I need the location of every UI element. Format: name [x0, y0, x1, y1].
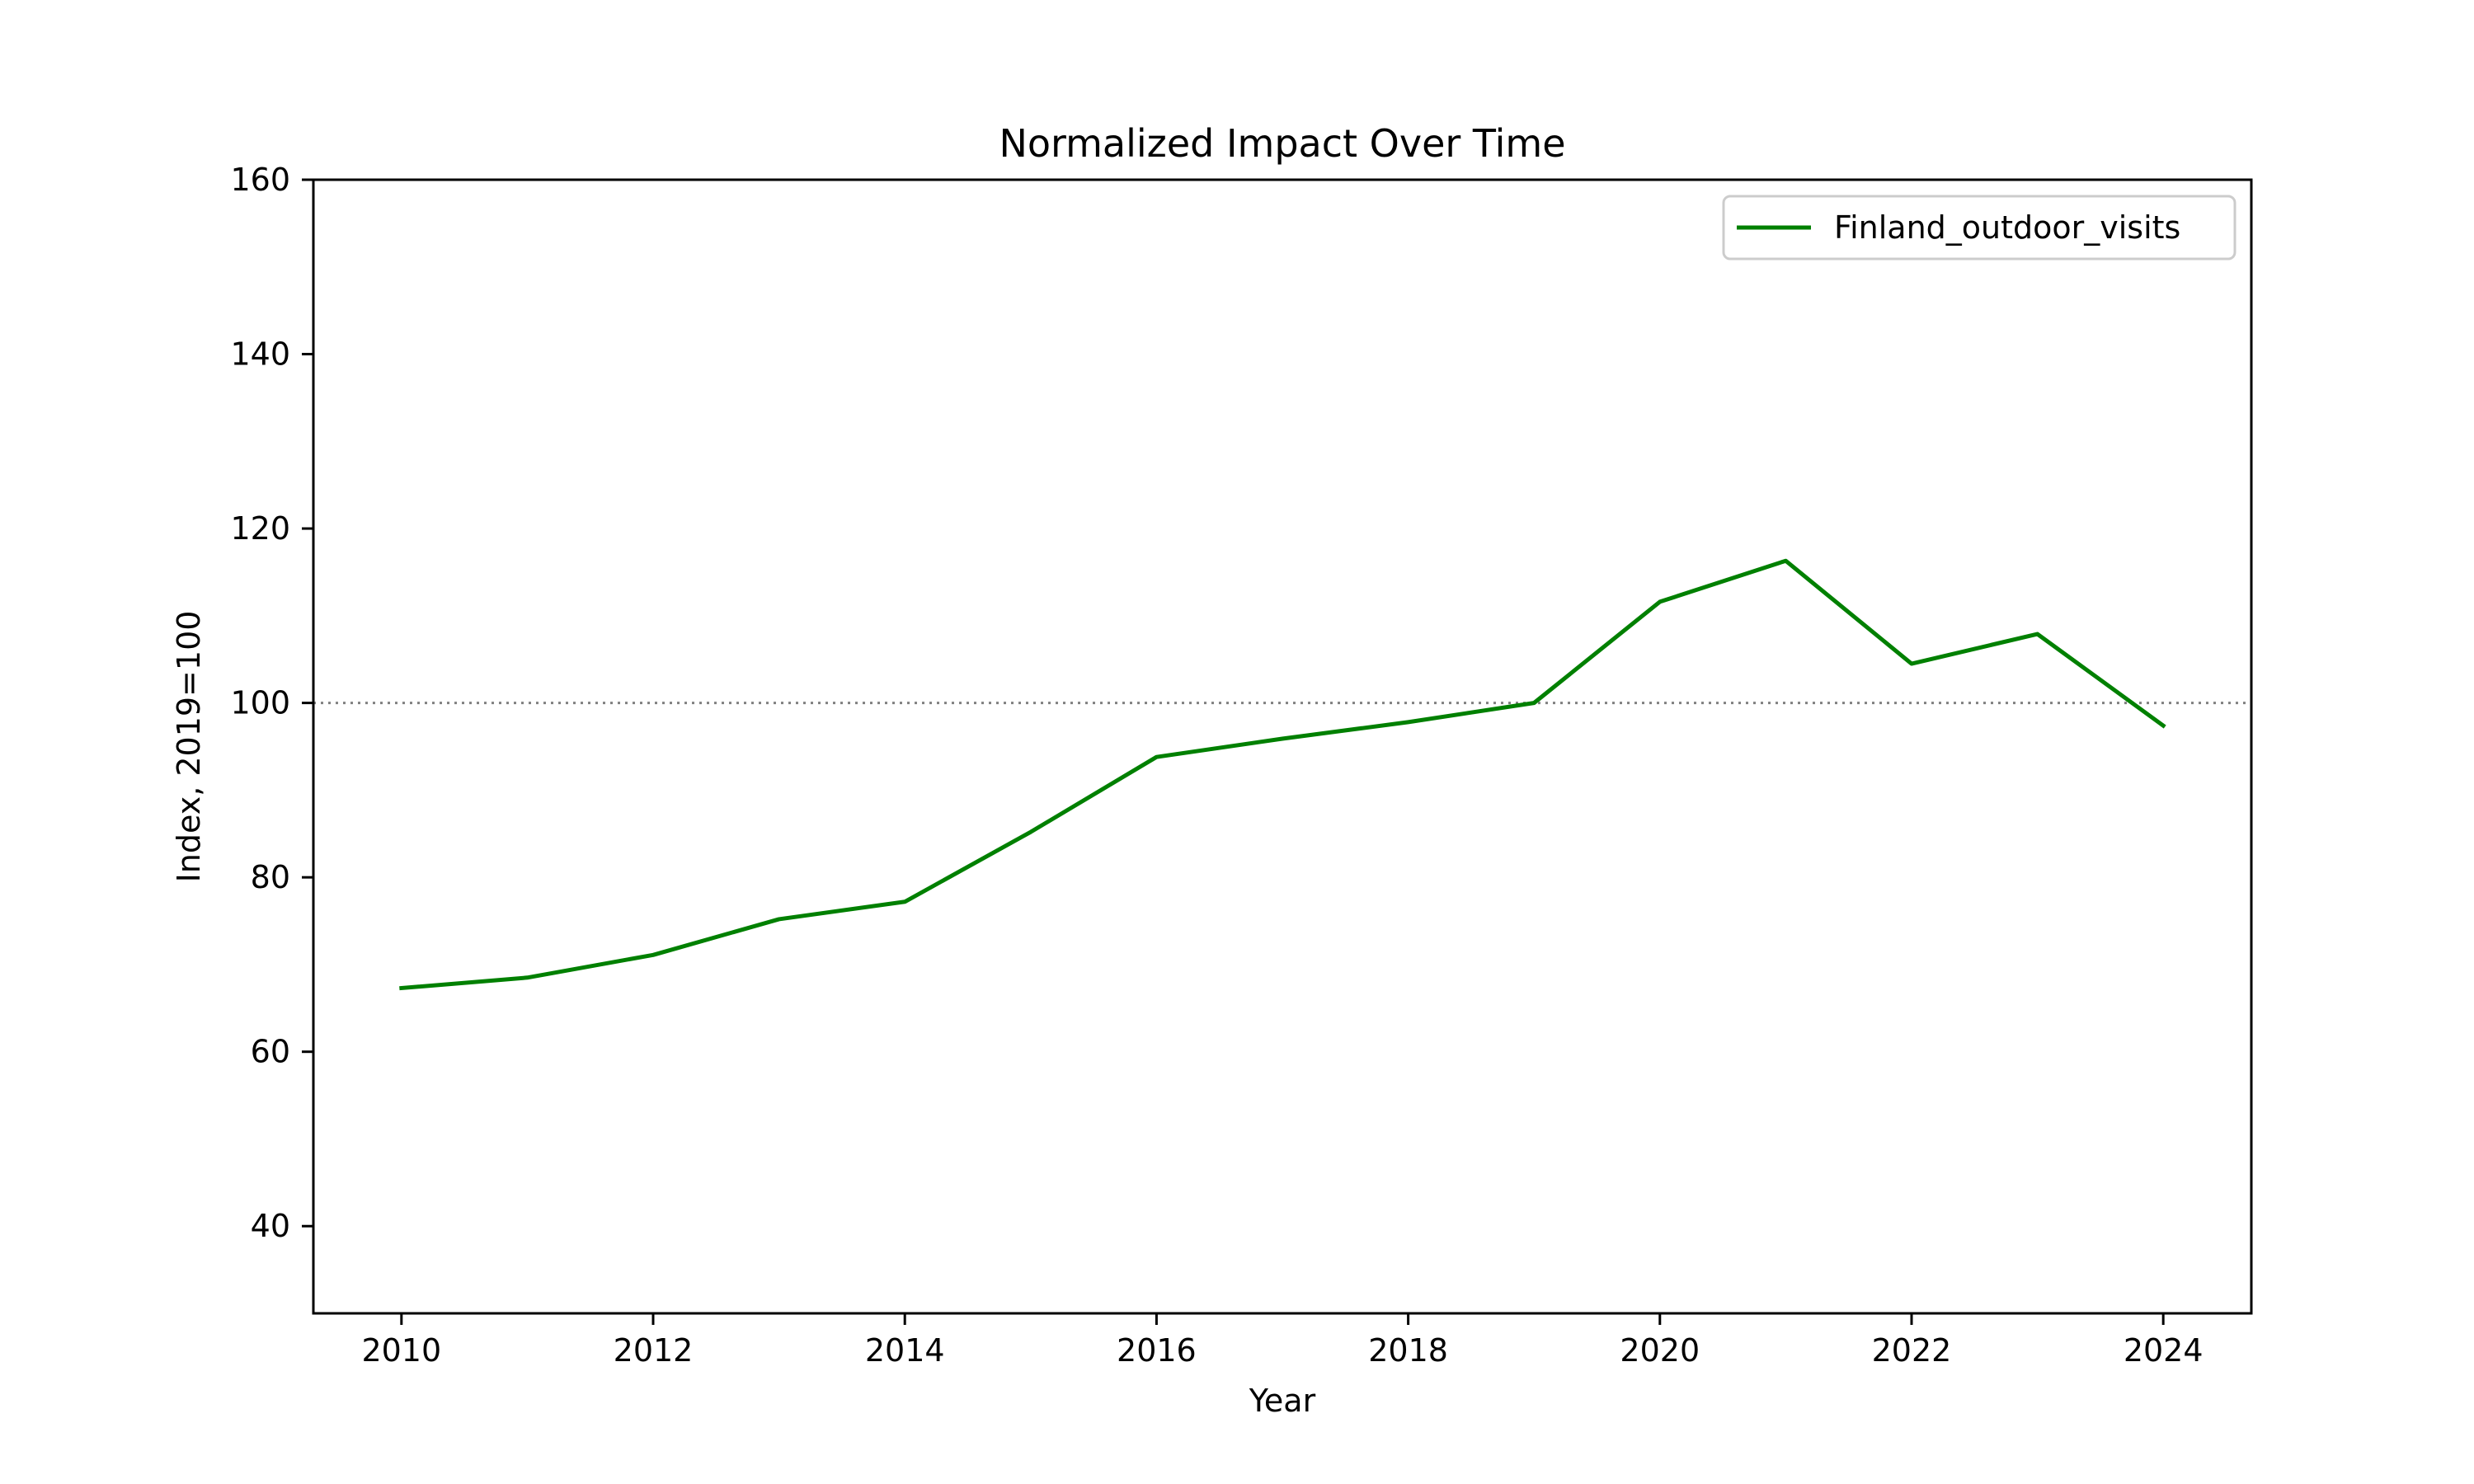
chart-title: Normalized Impact Over Time — [999, 121, 1565, 166]
y-tick-label: 60 — [251, 1034, 290, 1070]
series-line — [399, 558, 2166, 991]
x-axis-label: Year — [1249, 1383, 1316, 1419]
x-tick-label: 2020 — [1620, 1332, 1700, 1369]
y-tick-label: 40 — [251, 1208, 290, 1244]
y-axis-label: Index, 2019=100 — [171, 611, 207, 883]
legend-label: Finland_outdoor_visits — [1834, 209, 2180, 246]
plot-area: 2010 2012 2014 2016 2018 2020 2022 2024 40 60 80 10… — [230, 162, 2253, 1369]
x-tick-label: 2018 — [1368, 1332, 1448, 1369]
y-tick-label: 100 — [230, 685, 290, 721]
y-tick-label: 120 — [230, 510, 290, 547]
y-tick-label: 140 — [230, 336, 290, 373]
legend: Finland_outdoor_visits — [1722, 195, 2236, 261]
y-tick-label: 80 — [251, 859, 290, 895]
x-tick-label: 2014 — [865, 1332, 945, 1369]
y-tick-label: 160 — [230, 162, 290, 198]
x-tick-label: 2024 — [2124, 1332, 2204, 1369]
x-tick-label: 2022 — [1872, 1332, 1952, 1369]
axes-frame — [312, 178, 2253, 1315]
legend-box — [1722, 195, 2236, 261]
x-tick-label: 2016 — [1117, 1332, 1197, 1369]
x-tick-label: 2012 — [614, 1332, 694, 1369]
x-tick-label: 2010 — [361, 1332, 441, 1369]
